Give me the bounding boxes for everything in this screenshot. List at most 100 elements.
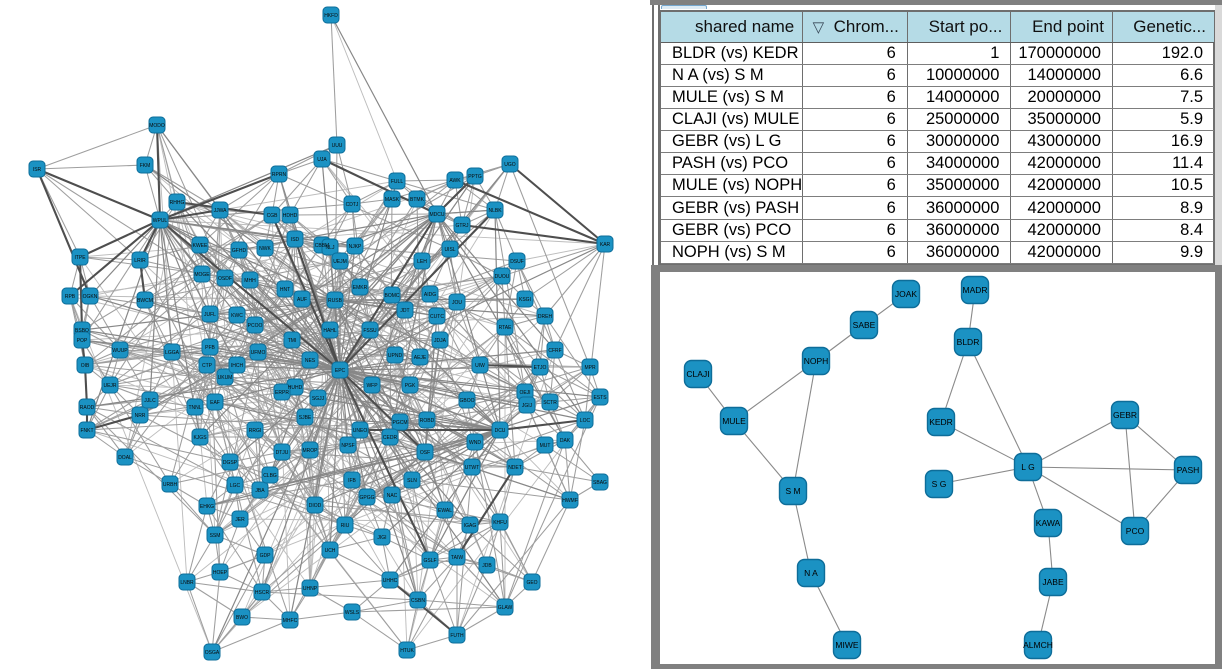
svg-text:CLBG: CLBG — [263, 473, 277, 479]
svg-text:URBH: URBH — [163, 482, 178, 488]
svg-text:ESTS: ESTS — [593, 395, 607, 401]
svg-text:DCU: DCU — [495, 428, 506, 434]
svg-text:UGO: UGO — [504, 162, 516, 168]
svg-text:AUF: AUF — [297, 297, 307, 303]
svg-text:GEBR: GEBR — [1113, 410, 1137, 420]
svg-text:JER: JER — [235, 517, 245, 523]
svg-text:MHFC: MHFC — [283, 618, 298, 624]
svg-text:KJGS: KJGS — [193, 435, 207, 441]
svg-text:JDT: JDT — [400, 308, 409, 314]
svg-text:KHFU: KHFU — [493, 520, 507, 526]
svg-text:UISL: UISL — [444, 247, 455, 253]
svg-text:DTJU: DTJU — [276, 450, 289, 456]
svg-text:ERPR: ERPR — [275, 390, 289, 396]
svg-text:PFB: PFB — [205, 345, 215, 351]
svg-text:MADR: MADR — [962, 285, 987, 295]
svg-text:RPRN: RPRN — [272, 172, 287, 178]
svg-text:LEH: LEH — [417, 259, 427, 265]
svg-text:KWC: KWC — [231, 313, 243, 319]
svg-text:WPUL: WPUL — [153, 218, 168, 224]
svg-text:LRIR: LRIR — [134, 258, 146, 264]
svg-text:MROP: MROP — [303, 448, 319, 454]
svg-text:LGC: LGC — [230, 483, 241, 489]
svg-text:JIGI: JIGI — [377, 535, 386, 541]
svg-text:NLJ: NLJ — [326, 245, 335, 251]
svg-text:EMKR: EMKR — [353, 285, 368, 291]
svg-text:BSBO: BSBO — [75, 328, 89, 334]
svg-text:OEJI: OEJI — [519, 390, 530, 396]
svg-text:DIOD: DIOD — [309, 503, 322, 509]
svg-text:DAK: DAK — [560, 438, 571, 444]
svg-text:PCOO: PCOO — [248, 323, 263, 329]
svg-text:UTWT: UTWT — [465, 465, 479, 471]
svg-text:HWMF: HWMF — [562, 498, 578, 504]
svg-text:S G: S G — [932, 479, 947, 489]
svg-text:CBBM: CBBM — [315, 243, 329, 249]
svg-text:DSUF: DSUF — [510, 259, 524, 265]
svg-text:ISD: ISD — [291, 237, 300, 243]
svg-text:NAC: NAC — [387, 493, 398, 499]
svg-text:UCH: UCH — [325, 548, 336, 554]
svg-text:UNEO: UNEO — [353, 428, 368, 434]
svg-text:IFB: IFB — [348, 478, 356, 484]
svg-text:PGCM: PGCM — [393, 420, 408, 426]
svg-text:DREH: DREH — [538, 314, 553, 320]
svg-text:CFRF: CFRF — [548, 348, 561, 354]
svg-text:SCTR: SCTR — [543, 400, 557, 406]
svg-text:HNT: HNT — [280, 287, 290, 293]
svg-text:JJLC: JJLC — [144, 398, 156, 404]
svg-text:AWK: AWK — [449, 178, 461, 184]
svg-text:TMI: TMI — [288, 338, 297, 344]
svg-text:CDTJ: CDTJ — [346, 202, 359, 208]
svg-text:LNBR: LNBR — [180, 580, 194, 586]
svg-text:PGK: PGK — [405, 383, 416, 389]
svg-text:MODO: MODO — [149, 123, 165, 129]
svg-text:BWO: BWO — [236, 615, 248, 621]
svg-text:KAWA: KAWA — [1036, 518, 1061, 528]
svg-text:MHH: MHH — [244, 278, 256, 284]
svg-text:IHCH: IHCH — [231, 363, 244, 369]
svg-text:RRGI: RRGI — [249, 428, 262, 434]
svg-text:JBA: JBA — [255, 488, 265, 494]
svg-text:RUSB: RUSB — [328, 298, 343, 304]
svg-text:KAR: KAR — [600, 242, 611, 248]
svg-text:OSGA: OSGA — [205, 650, 220, 656]
svg-text:CUTC: CUTC — [430, 314, 444, 320]
svg-text:MPR: MPR — [584, 365, 596, 371]
svg-text:KEDR: KEDR — [929, 417, 953, 427]
svg-text:UPND: UPND — [388, 353, 403, 359]
svg-text:UEJM: UEJM — [333, 259, 347, 265]
svg-text:ALMCH: ALMCH — [1023, 640, 1053, 650]
svg-text:IGAG: IGAG — [464, 523, 477, 529]
svg-text:BWCM: BWCM — [137, 298, 153, 304]
svg-text:OIB: OIB — [81, 363, 90, 369]
svg-text:JGIJ: JGIJ — [522, 403, 533, 409]
svg-text:WSLS: WSLS — [345, 610, 360, 616]
svg-text:OGKN: OGKN — [83, 294, 98, 300]
svg-text:JOU: JOU — [452, 300, 462, 306]
svg-text:EHKG: EHKG — [200, 504, 214, 510]
svg-text:JOAK: JOAK — [895, 289, 918, 299]
svg-text:HSCR: HSCR — [255, 590, 270, 596]
svg-text:AIDG: AIDG — [424, 292, 436, 298]
svg-text:NLBK: NLBK — [488, 208, 502, 214]
svg-text:JDJA: JDJA — [434, 338, 447, 344]
svg-text:CSBN: CSBN — [411, 598, 425, 604]
svg-text:JUFL: JUFL — [204, 312, 216, 318]
svg-text:MULE: MULE — [722, 416, 746, 426]
svg-text:WUUP: WUUP — [112, 348, 128, 354]
svg-text:L G: L G — [1021, 462, 1034, 472]
svg-text:EWAL: EWAL — [438, 508, 452, 514]
svg-text:PASH: PASH — [1177, 465, 1200, 475]
svg-text:JABE: JABE — [1042, 577, 1064, 587]
svg-text:FNKT: FNKT — [80, 428, 93, 434]
svg-text:GFHD: GFHD — [232, 248, 247, 254]
svg-text:NDET: NDET — [508, 465, 522, 471]
svg-text:NWK: NWK — [259, 246, 271, 252]
svg-text:RTAE: RTAE — [499, 325, 513, 331]
svg-text:MIWE: MIWE — [835, 640, 858, 650]
svg-text:RHHG: RHHG — [170, 200, 185, 206]
svg-text:RIU: RIU — [341, 523, 350, 529]
svg-text:UHHC: UHHC — [383, 578, 398, 584]
svg-text:EPC: EPC — [335, 368, 346, 374]
